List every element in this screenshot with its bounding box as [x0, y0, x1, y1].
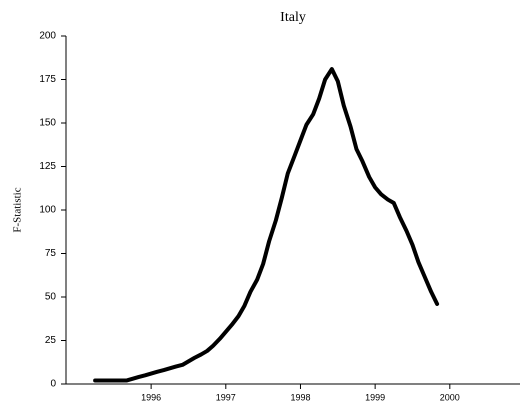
y-tick-label: 175	[39, 74, 56, 85]
x-tick-label: 1999	[365, 392, 385, 402]
y-axis-label: F-Statistic	[12, 187, 24, 232]
y-tick-label: 200	[39, 31, 56, 42]
x-tick-label: 1998	[290, 392, 310, 402]
y-tick-label: 25	[45, 335, 57, 346]
y-tick-label: 150	[39, 118, 56, 129]
chart-title: Italy	[280, 10, 306, 25]
y-tick-label: 100	[39, 205, 56, 216]
x-tick-label: 2000	[440, 392, 460, 402]
y-tick-label: 0	[50, 379, 56, 390]
y-tick-label: 125	[39, 161, 56, 172]
x-tick-label: 1996	[141, 392, 161, 402]
y-tick-label: 50	[45, 292, 57, 303]
y-tick-label: 75	[45, 248, 57, 259]
x-tick-label: 1997	[216, 392, 236, 402]
line-series	[93, 67, 440, 383]
